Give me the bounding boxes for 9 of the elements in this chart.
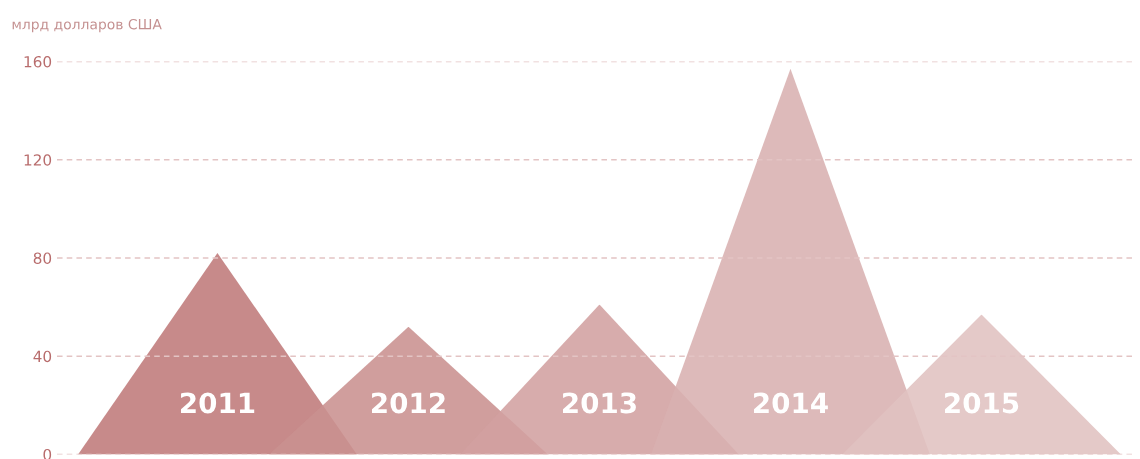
x-tick-label: 2011: [180, 392, 255, 414]
y-tick-label: 120: [24, 154, 52, 166]
y-tick-label: 40: [33, 350, 52, 363]
y-tick-label: 160: [24, 55, 52, 68]
y-axis-title: млрд долларов США: [12, 18, 162, 33]
x-tick-label: 2012: [372, 392, 445, 414]
x-tick-label: 2014: [754, 392, 828, 414]
y-tick-label: 80: [33, 252, 52, 264]
x-tick-label: 2013: [563, 392, 636, 414]
